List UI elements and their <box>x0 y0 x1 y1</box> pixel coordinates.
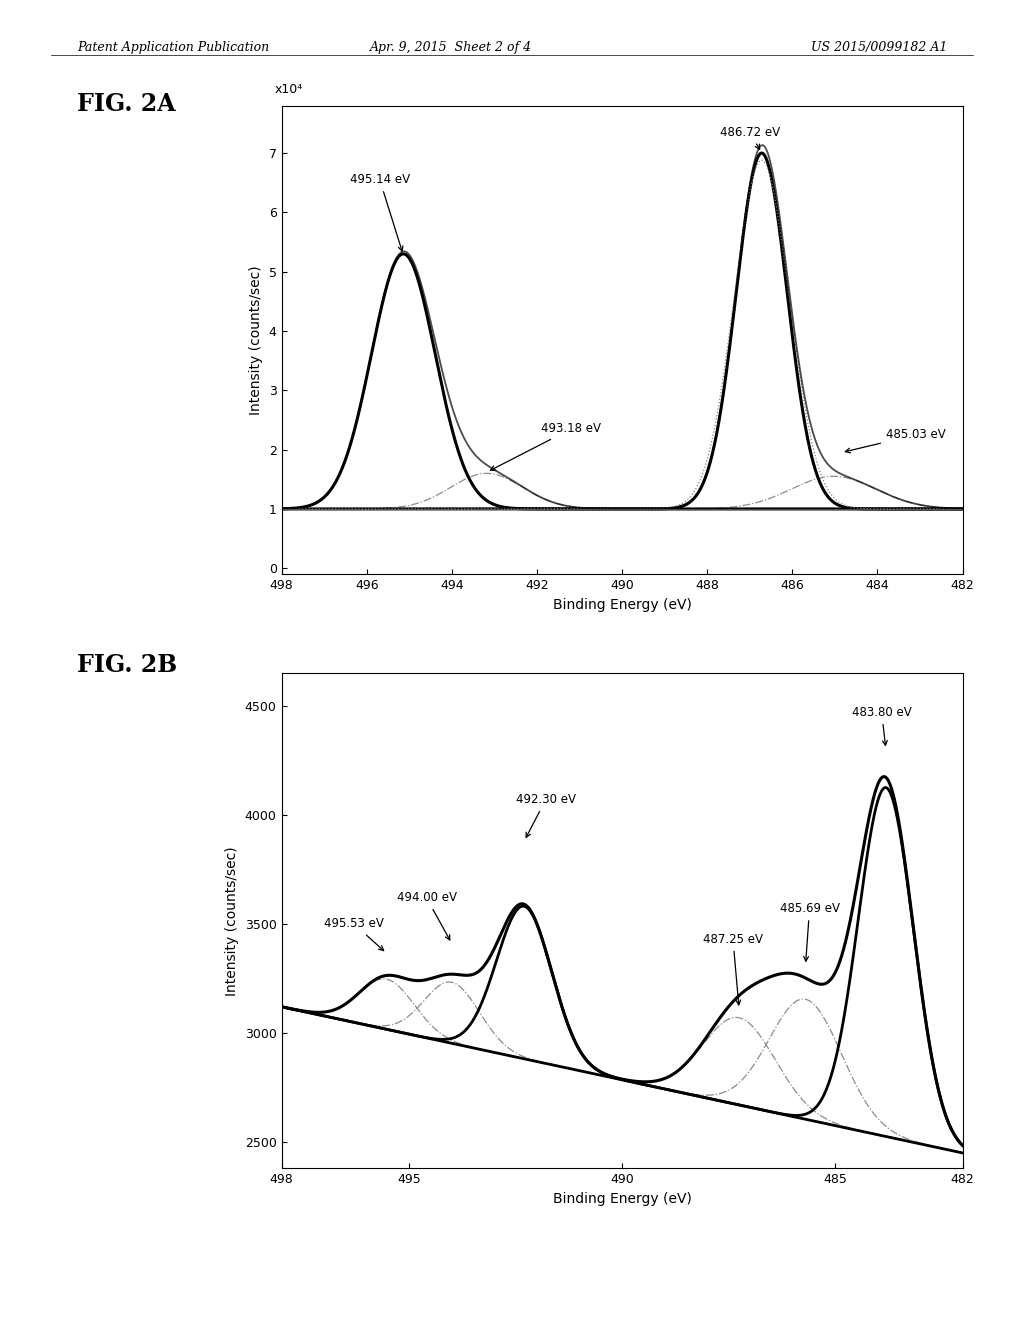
Text: Patent Application Publication: Patent Application Publication <box>77 41 269 54</box>
Text: 485.69 eV: 485.69 eV <box>779 902 840 961</box>
Text: FIG. 2B: FIG. 2B <box>77 653 177 677</box>
Y-axis label: Intensity (counts/sec): Intensity (counts/sec) <box>249 265 263 414</box>
Text: x10⁴: x10⁴ <box>274 83 303 96</box>
Text: 495.14 eV: 495.14 eV <box>349 173 410 251</box>
Text: 494.00 eV: 494.00 eV <box>396 891 457 940</box>
Text: FIG. 2A: FIG. 2A <box>77 92 175 116</box>
X-axis label: Binding Energy (eV): Binding Energy (eV) <box>553 598 691 611</box>
Text: 487.25 eV: 487.25 eV <box>702 933 763 1005</box>
Text: Apr. 9, 2015  Sheet 2 of 4: Apr. 9, 2015 Sheet 2 of 4 <box>370 41 531 54</box>
Text: 492.30 eV: 492.30 eV <box>516 793 575 837</box>
Text: 485.03 eV: 485.03 eV <box>846 428 946 453</box>
Y-axis label: Intensity (counts/sec): Intensity (counts/sec) <box>225 846 240 995</box>
Text: 486.72 eV: 486.72 eV <box>720 125 780 149</box>
X-axis label: Binding Energy (eV): Binding Energy (eV) <box>553 1192 691 1205</box>
Text: US 2015/0099182 A1: US 2015/0099182 A1 <box>811 41 947 54</box>
Text: 483.80 eV: 483.80 eV <box>852 706 911 746</box>
Text: 495.53 eV: 495.53 eV <box>325 917 384 950</box>
Text: 493.18 eV: 493.18 eV <box>490 422 601 470</box>
